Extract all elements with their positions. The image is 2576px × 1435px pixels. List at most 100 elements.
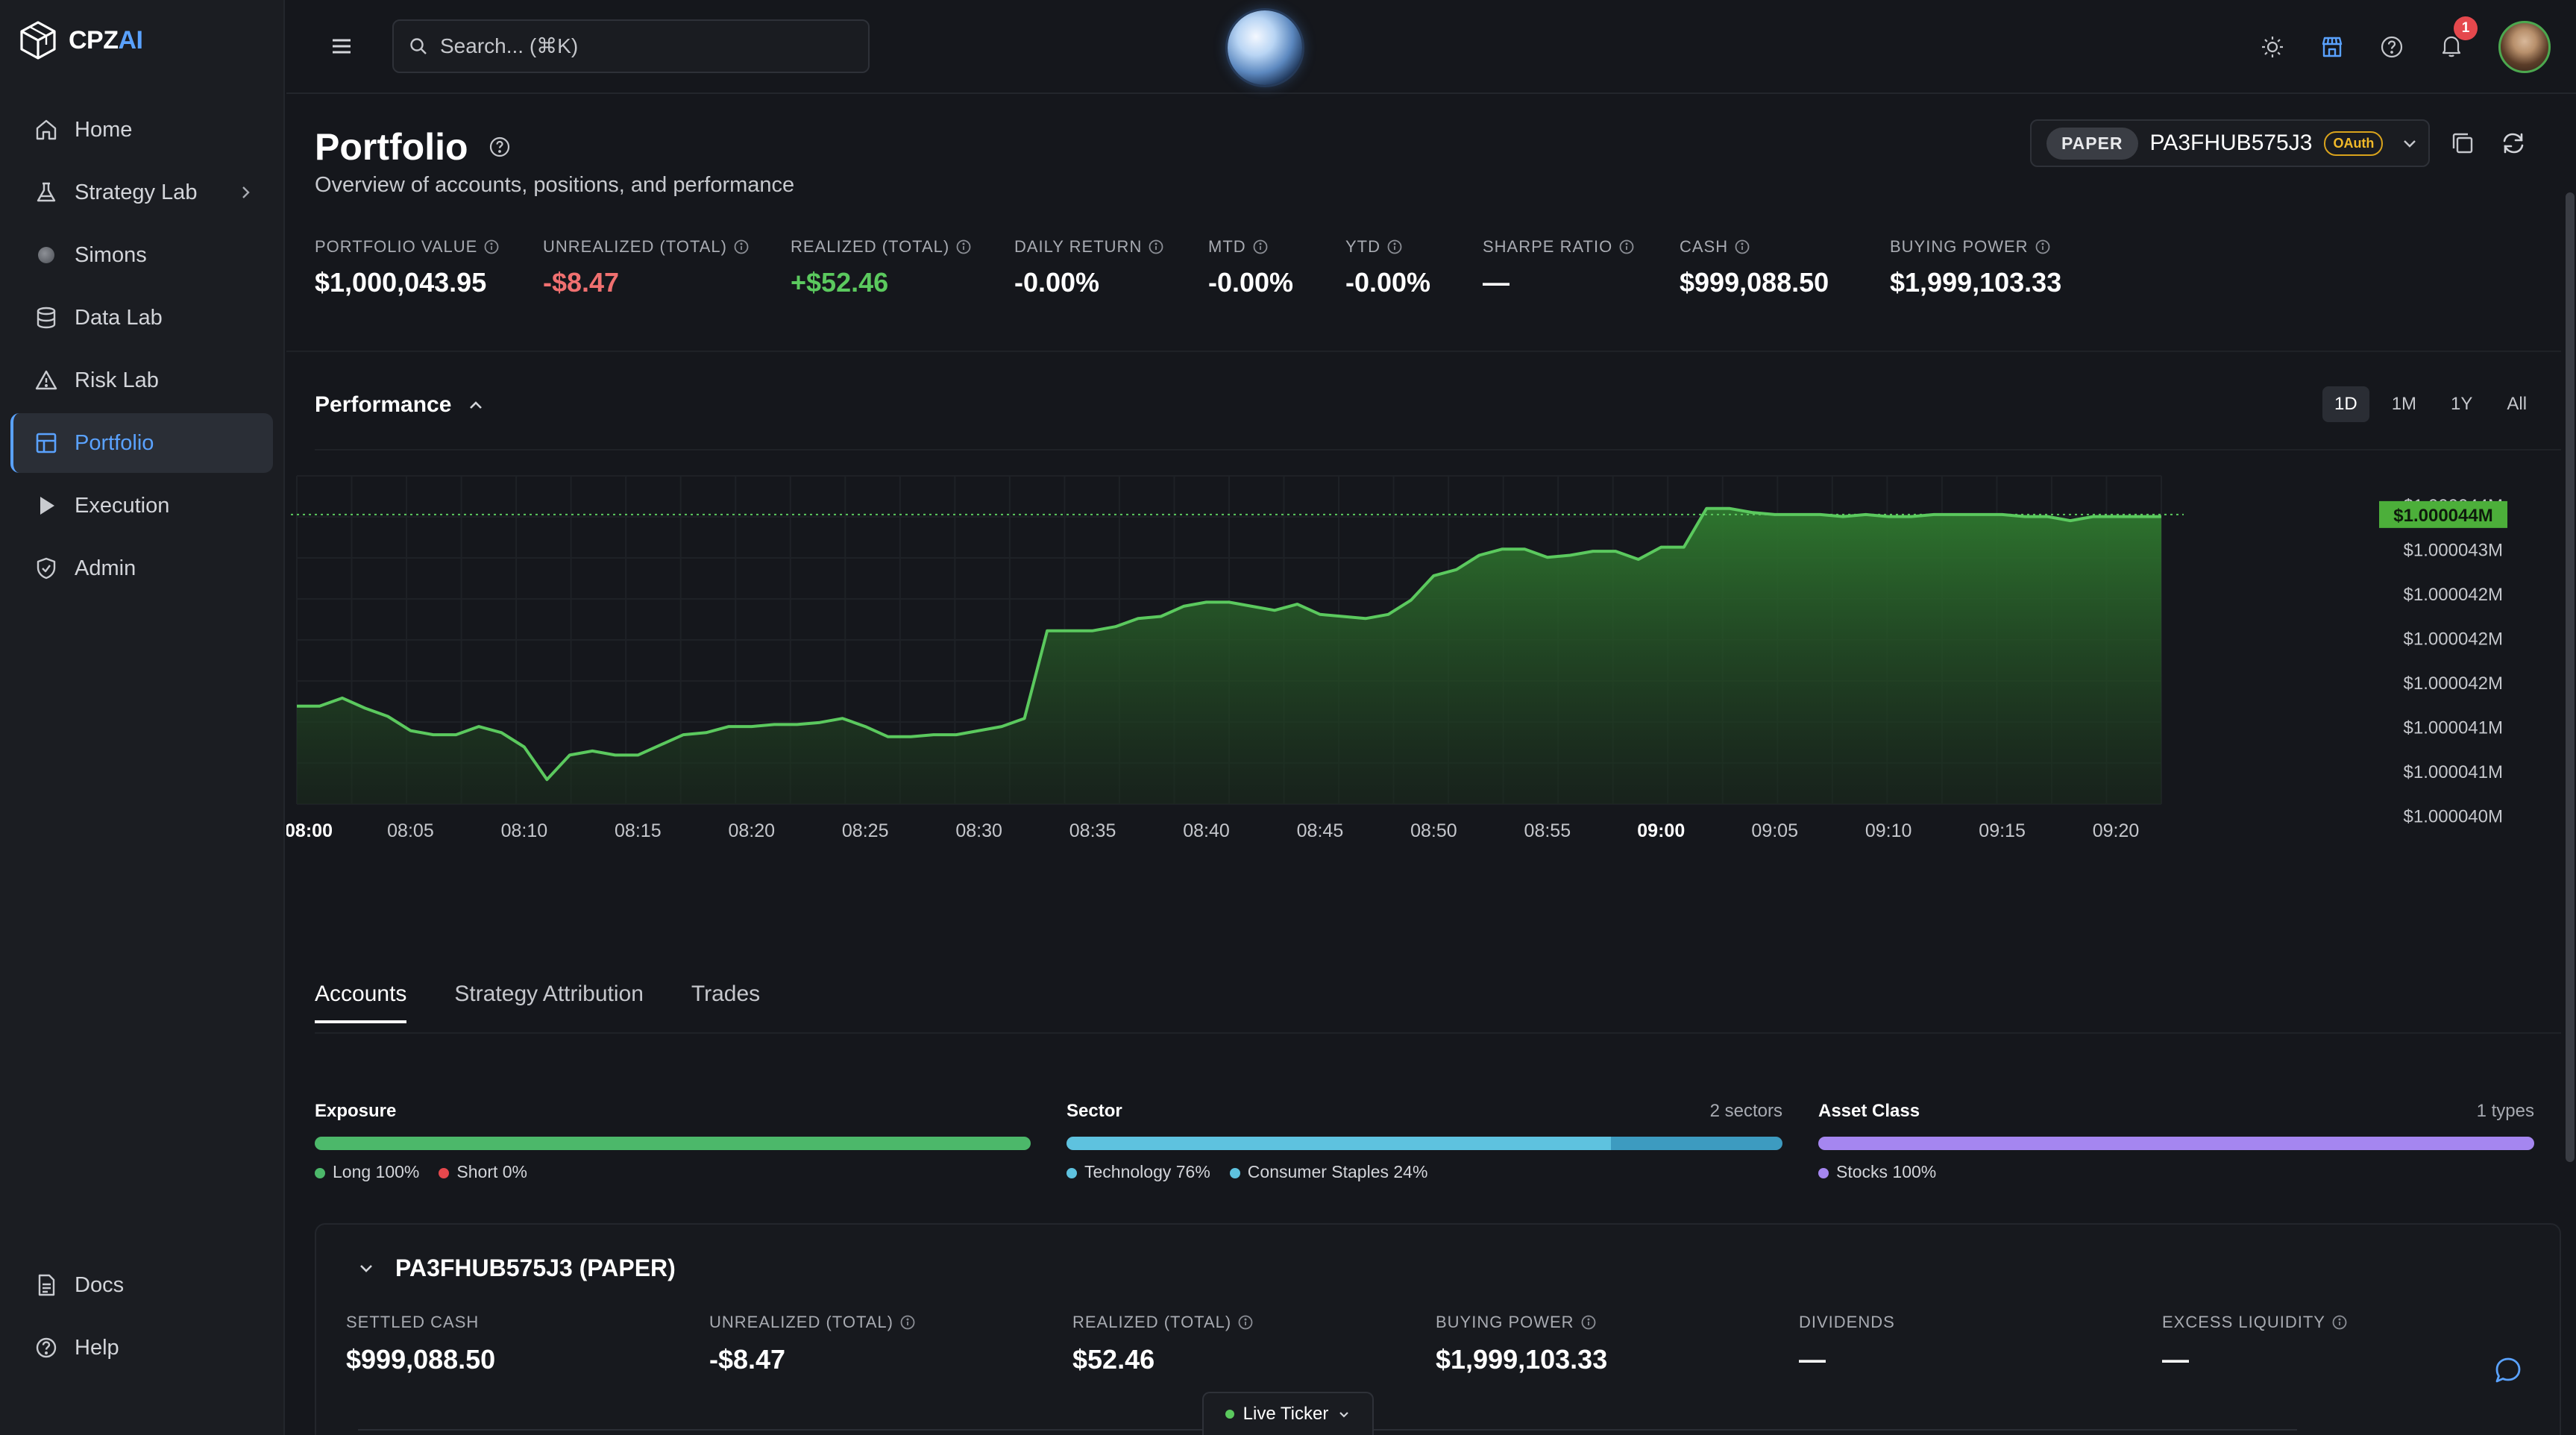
- home-icon: [36, 119, 57, 140]
- x-tick-label: 08:10: [501, 820, 548, 841]
- sector-technology-segment: [1066, 1137, 1611, 1150]
- range-tab-all[interactable]: All: [2507, 394, 2528, 414]
- chevron-down-icon: [360, 1264, 372, 1272]
- assistant-orb[interactable]: [1228, 10, 1302, 85]
- info-icon[interactable]: [955, 239, 972, 255]
- tab-strategy-attribution[interactable]: Strategy Attribution: [454, 982, 644, 1006]
- metric-buying-power: BUYING POWER $1,999,103.33: [1890, 237, 2062, 298]
- y-tick-label: $1.000041M: [2404, 762, 2503, 782]
- sidebar-item-simons[interactable]: Simons: [10, 225, 273, 285]
- search-input[interactable]: [440, 34, 858, 58]
- range-tab-1y[interactable]: 1Y: [2451, 394, 2473, 414]
- x-tick-label: 09:05: [1751, 820, 1798, 841]
- x-tick-label: 09:10: [1865, 820, 1912, 841]
- y-tick-label: $1.000042M: [2404, 629, 2503, 650]
- y-tick-label: $1.000043M: [2404, 541, 2503, 561]
- account-card-header[interactable]: PA3FHUB575J3 (PAPER): [356, 1255, 676, 1282]
- x-tick-label: 08:00: [286, 820, 333, 841]
- chat-icon[interactable]: [2492, 1354, 2524, 1386]
- sidebar-item-portfolio[interactable]: Portfolio: [10, 413, 273, 473]
- legend-long: Long 100%: [315, 1162, 419, 1182]
- info-icon[interactable]: [1237, 1314, 1254, 1331]
- help-icon: [36, 1337, 57, 1358]
- range-tab-1d[interactable]: 1D: [2322, 386, 2369, 422]
- metric-mtd: MTD -0.00%: [1208, 237, 1294, 298]
- section-tabs: Accounts Strategy Attribution Trades: [315, 982, 760, 1023]
- exposure-long-segment: [315, 1137, 1031, 1150]
- info-icon[interactable]: [483, 239, 500, 255]
- sidebar-item-label: Admin: [75, 556, 136, 580]
- sector-count: 2 sectors: [1709, 1101, 1782, 1121]
- metric-realized: REALIZED (TOTAL) +$52.46: [791, 237, 972, 298]
- x-tick-label: 08:25: [842, 820, 889, 841]
- sidebar-item-label: Home: [75, 117, 133, 142]
- sidebar-item-data-lab[interactable]: Data Lab: [10, 288, 273, 348]
- tab-trades[interactable]: Trades: [691, 982, 761, 1006]
- notifications-button[interactable]: 1: [2439, 16, 2478, 62]
- chevron-down-icon: [2404, 140, 2416, 148]
- metric-cash: CASH $999,088.50: [1680, 237, 1829, 298]
- sun-icon[interactable]: [2260, 34, 2285, 60]
- info-icon[interactable]: [2035, 239, 2051, 255]
- info-icon[interactable]: [1386, 239, 1403, 255]
- user-avatar[interactable]: [2498, 21, 2551, 73]
- sidebar-item-risk-lab[interactable]: Risk Lab: [10, 351, 273, 410]
- sidebar-item-help[interactable]: Help: [10, 1318, 273, 1378]
- chevron-right-icon: [242, 186, 250, 198]
- card-metric-unrealized: UNREALIZED (TOTAL) -$8.47: [709, 1313, 916, 1375]
- asset-class-bar: [1818, 1137, 2534, 1150]
- info-icon[interactable]: [1734, 239, 1750, 255]
- tab-accounts[interactable]: Accounts: [315, 982, 407, 1023]
- sidebar-item-home[interactable]: Home: [10, 100, 273, 160]
- y-tick-label: $1.000042M: [2404, 585, 2503, 605]
- x-tick-label: 09:00: [1637, 820, 1685, 841]
- sidebar-nav: Home Strategy Lab Simons Data Lab Risk L…: [10, 100, 273, 601]
- info-icon[interactable]: [733, 239, 750, 255]
- sidebar-item-execution[interactable]: Execution: [10, 476, 273, 536]
- sidebar-item-label: Risk Lab: [75, 368, 159, 392]
- sector-bar: [1066, 1137, 1782, 1150]
- info-icon[interactable]: [1148, 239, 1164, 255]
- sidebar: CPZAI Home Strategy Lab Simons Data Lab …: [0, 0, 285, 1435]
- card-metric-excess-liquidity: EXCESS LIQUIDITY —: [2162, 1313, 2348, 1375]
- info-icon[interactable]: [2331, 1314, 2348, 1331]
- performance-chart[interactable]: $1.000044M $1.000043M $1.000042M $1.000042M…: [286, 468, 2576, 1065]
- range-tab-1m[interactable]: 1M: [2391, 394, 2417, 414]
- info-icon[interactable]: [899, 1314, 916, 1331]
- divider: [315, 449, 2561, 450]
- store-icon[interactable]: [2319, 34, 2345, 60]
- help-circle-icon[interactable]: [488, 135, 512, 159]
- x-tick-label: 08:45: [1297, 820, 1344, 841]
- legend-consumer-staples: Consumer Staples 24%: [1229, 1162, 1427, 1182]
- help-circle-icon[interactable]: [2379, 34, 2404, 60]
- sector-consumer-staples-segment: [1610, 1137, 1782, 1150]
- refresh-icon[interactable]: [2500, 130, 2527, 157]
- chart-series-line: [297, 506, 2161, 782]
- info-icon[interactable]: [1580, 1314, 1597, 1331]
- sidebar-item-strategy-lab[interactable]: Strategy Lab: [10, 163, 273, 222]
- x-tick-label: 08:15: [615, 820, 662, 841]
- info-icon[interactable]: [1618, 239, 1635, 255]
- x-tick-label: 08:40: [1183, 820, 1230, 841]
- copy-icon[interactable]: [2449, 130, 2476, 157]
- menu-icon[interactable]: [328, 33, 355, 60]
- live-ticker-toggle[interactable]: Live Ticker: [1202, 1392, 1374, 1435]
- sidebar-item-admin[interactable]: Admin: [10, 538, 273, 598]
- main-scrollbar[interactable]: [2566, 192, 2575, 1162]
- x-tick-label: 08:55: [1524, 820, 1571, 841]
- dashboard-icon: [36, 433, 57, 453]
- sector-distribution: Sector 2 sectors Technology 76% Consumer …: [1066, 1101, 1782, 1182]
- sidebar-item-docs[interactable]: Docs: [10, 1255, 273, 1315]
- current-value-marker: [2379, 500, 2507, 528]
- search-box[interactable]: [392, 19, 870, 73]
- card-metric-settled-cash: SETTLED CASH $999,088.50: [346, 1313, 496, 1375]
- app-logo[interactable]: CPZAI: [18, 19, 143, 61]
- account-selector[interactable]: PAPER PA3FHUB575J3 OAuth: [2030, 119, 2430, 167]
- divider: [315, 1032, 2561, 1034]
- metric-unrealized: UNREALIZED (TOTAL) -$8.47: [543, 237, 750, 298]
- sidebar-item-label: Execution: [75, 493, 170, 518]
- metric-portfolio-value: PORTFOLIO VALUE $1,000,043.95: [315, 237, 500, 298]
- info-icon[interactable]: [1252, 239, 1269, 255]
- performance-toggle[interactable]: Performance: [315, 392, 486, 418]
- sector-legend: Technology 76% Consumer Staples 24%: [1066, 1162, 1782, 1182]
